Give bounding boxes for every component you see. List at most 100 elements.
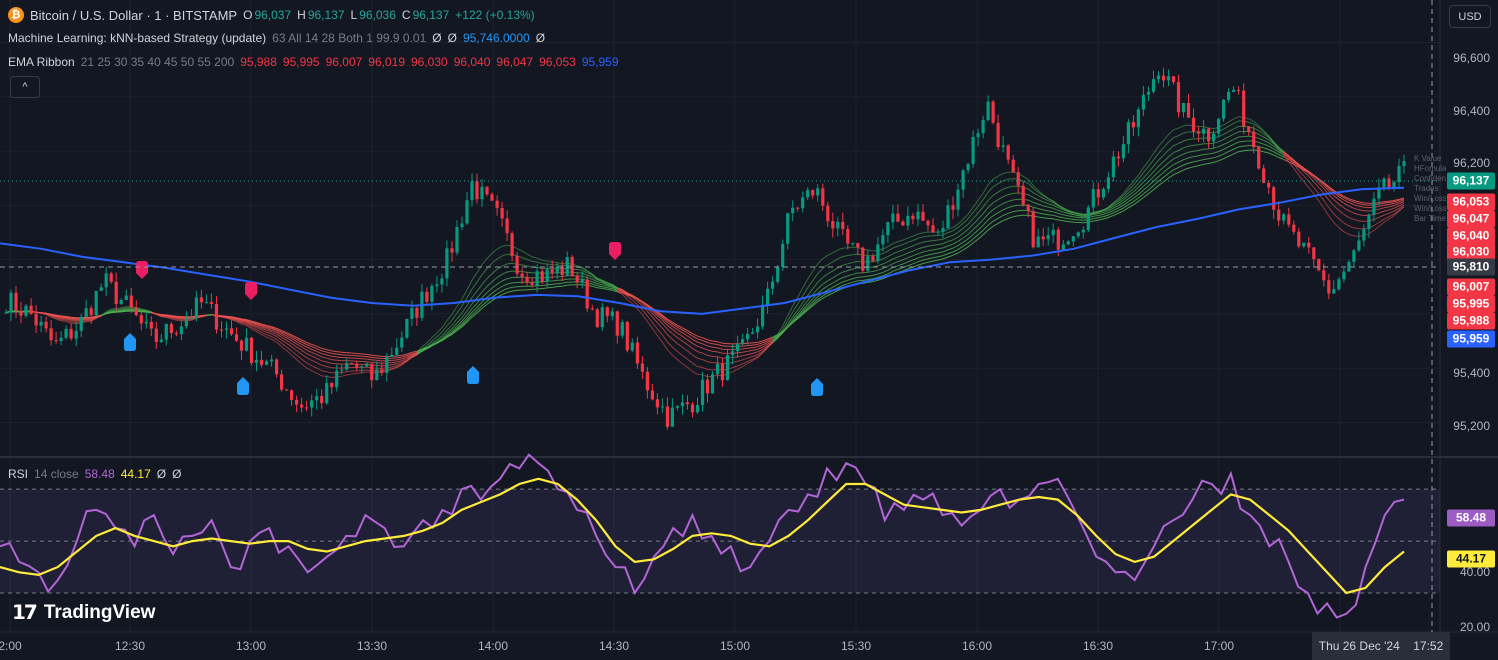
ema-ribbon-segment [346, 370, 352, 373]
candle-body [234, 334, 239, 341]
ema-ribbon-segment [747, 356, 753, 359]
ema-ribbon-segment [927, 240, 934, 242]
ema-ribbon-segment [852, 276, 858, 280]
ema-ribbon-segment [1123, 204, 1129, 209]
ema-ribbon-segment [712, 346, 718, 349]
candle-body [475, 181, 479, 200]
ema-ribbon-segment [1008, 185, 1014, 188]
ema-ribbon-segment [822, 292, 829, 297]
candle-body [440, 278, 444, 285]
ema-ribbon-segment [1118, 207, 1124, 212]
candle-body [104, 273, 108, 288]
ema-ribbon-segment [286, 339, 292, 344]
ema-ribbon-segment [281, 334, 287, 339]
ema-ribbon-segment [446, 330, 453, 336]
ema-ribbon-segment [752, 341, 758, 344]
candle-body [981, 120, 985, 134]
ema-ribbon-segment [296, 346, 302, 351]
ema-ribbon-segment [351, 372, 357, 375]
ema-ribbon-segment [471, 312, 478, 318]
ema-ribbon-segment [1268, 149, 1274, 153]
ema-ribbon-segment [817, 258, 824, 265]
ema-ribbon-segment [1163, 156, 1169, 162]
collapse-legend-button[interactable]: ^ [10, 76, 40, 98]
candle-body [746, 333, 750, 340]
ema-ribbon-segment [547, 263, 553, 266]
ema-ribbon-segment [1303, 181, 1310, 188]
candle-body [1146, 91, 1151, 95]
ema-ribbon-segment [667, 320, 673, 325]
ema-ribbon-segment [446, 324, 453, 331]
ema-ribbon-segment [877, 278, 884, 281]
ema-ribbon-segment [56, 314, 62, 317]
ema-ribbon-segment [907, 250, 914, 254]
ema-ribbon-legend[interactable]: EMA Ribbon 21 25 30 35 40 45 50 55 200 9… [8, 55, 619, 69]
ema-ribbon-segment [917, 236, 924, 239]
ema-ribbon-segment [456, 305, 463, 314]
candle-body [1041, 236, 1045, 240]
ema-ribbon-segment [657, 312, 663, 317]
ema-ribbon-segment [1043, 213, 1049, 216]
rsi-value: 58.48 [84, 467, 115, 481]
rsi-name[interactable]: RSI [8, 467, 29, 481]
ema-ribbon-segment [877, 268, 884, 271]
candle-body [355, 363, 359, 368]
ema-ribbon-segment [1353, 200, 1360, 203]
ema-ribbon-segment [236, 317, 242, 320]
ema-ribbon-segment [1338, 218, 1345, 224]
ema-ribbon-segment [1233, 116, 1239, 120]
candle-body [350, 363, 354, 364]
ema-ribbon-segment [1108, 214, 1114, 218]
ema-ribbon-segment [662, 317, 668, 323]
candle-body [715, 363, 720, 375]
candle-body [680, 402, 685, 406]
ema-ribbon-segment [1048, 206, 1054, 209]
ema-ribbon-segment [967, 234, 974, 240]
ema-ribbon-segment [792, 318, 799, 324]
ema-tag: 95,988 [1447, 312, 1495, 330]
ema-ribbon-segment [1173, 161, 1179, 166]
ema-ribbon-segment [957, 241, 964, 247]
ema-ribbon-segment [817, 297, 824, 303]
ema-ribbon-segment [1093, 215, 1099, 217]
ema-ribbon-segment [942, 253, 949, 257]
ema-ribbon-segment [516, 248, 523, 252]
ema-ribbon-segment [832, 267, 839, 272]
ema-ribbon-segment [662, 319, 668, 326]
knn-legend[interactable]: Machine Learning: kNN-based Strategy (up… [8, 31, 545, 45]
ema-ribbon-segment [466, 303, 473, 312]
ema-ribbon-segment [326, 357, 332, 361]
rsi-line [0, 453, 1405, 619]
knn-name[interactable]: Machine Learning: kNN-based Strategy (up… [8, 31, 267, 45]
ema-ribbon-segment [431, 332, 438, 338]
candle-body [1372, 198, 1376, 215]
ema-ribbon-segment [376, 357, 382, 359]
rsi-legend[interactable]: RSI 14 close 58.48 44.17 Ø Ø [8, 467, 181, 481]
ema-ribbon-segment [682, 327, 688, 332]
ema-ribbon-segment [316, 345, 322, 349]
ema-name[interactable]: EMA Ribbon [8, 55, 75, 69]
ema-ribbon-segment [627, 294, 633, 298]
ema-ribbon-segment [1358, 209, 1364, 212]
tradingview-logo[interactable]: 𝟭𝟳 TradingView [12, 600, 155, 625]
symbol-title[interactable]: Bitcoin / U.S. Dollar · 1 · BITSTAMP [30, 7, 238, 23]
ema-ribbon-segment [1393, 199, 1400, 203]
ema-ribbon-segment [902, 268, 909, 272]
ema-ribbon-segment [952, 223, 959, 228]
ema-ribbon-segment [702, 359, 708, 363]
ema-ribbon-segment [1123, 207, 1129, 212]
ema-ribbon-segment [1233, 136, 1239, 140]
ema-ribbon-segment [281, 331, 287, 335]
candle-body [270, 359, 274, 362]
ema-ribbon-segment [50, 316, 57, 320]
symbol-legend[interactable]: ₿ Bitcoin / U.S. Dollar · 1 · BITSTAMP O… [8, 7, 535, 23]
candle-body [1076, 232, 1080, 237]
ema-ribbon-segment [942, 249, 949, 253]
currency-button[interactable]: USD [1449, 5, 1491, 28]
ema-ribbon-segment [476, 284, 483, 292]
ema-ribbon-segment [607, 284, 613, 287]
candle-body [966, 164, 970, 171]
ema-ribbon-segment [1058, 219, 1064, 222]
ema-ribbon-segment [1008, 199, 1014, 202]
